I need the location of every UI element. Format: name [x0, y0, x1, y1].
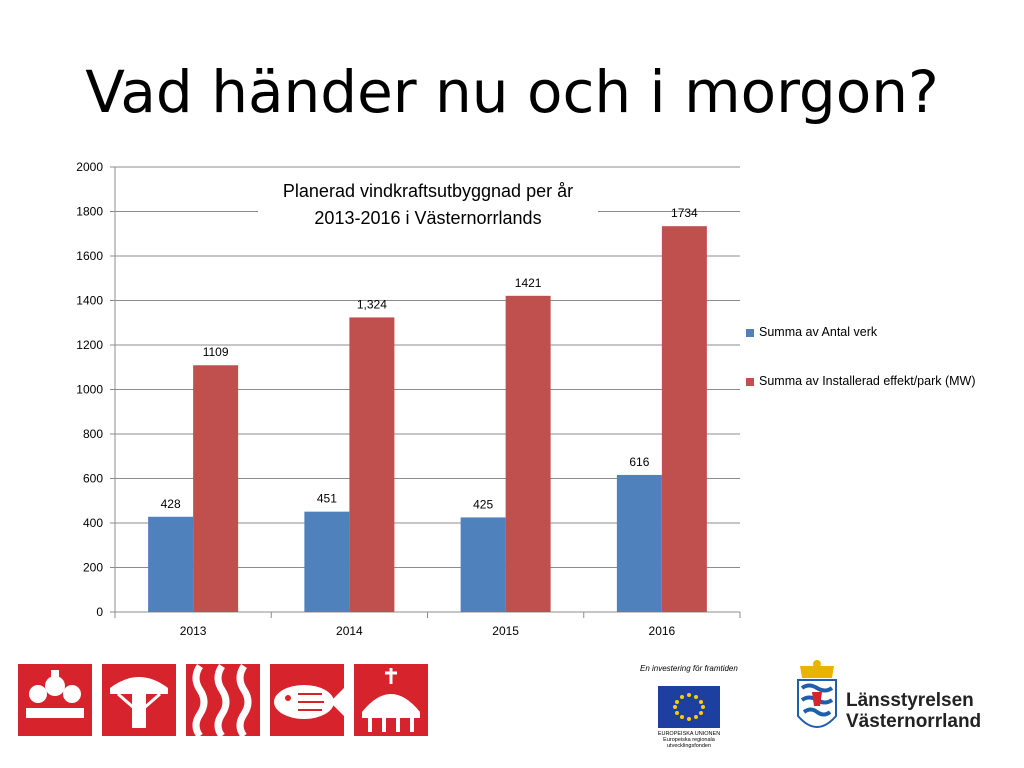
legend-swatch-blue [746, 329, 754, 337]
data-label: 1109 [203, 345, 229, 359]
data-label: 1734 [671, 206, 698, 220]
coat-of-arms-icon [797, 660, 837, 728]
data-label: 616 [629, 455, 649, 469]
data-label: 428 [161, 497, 181, 511]
y-tick-label: 200 [83, 561, 103, 575]
chart-title: Planerad vindkraftsutbyggnad per år 2013… [258, 178, 598, 236]
data-label: 425 [473, 497, 493, 511]
eu-tagline: En investering för framtiden [640, 664, 738, 673]
eu-stars-icon [673, 693, 705, 721]
y-tick-label: 1600 [76, 249, 103, 263]
legend-label: Summa av Antal verk [759, 325, 878, 339]
x-tick-label: 2013 [180, 624, 207, 638]
chart-legend: Summa av Antal verk Summa av Installerad… [746, 325, 976, 423]
eu-flag-icon [658, 686, 720, 728]
slide-title: Vad händer nu och i morgon? [85, 58, 939, 126]
bar-antal-verk [304, 511, 350, 612]
authority-name: Länsstyrelsen Västernorrland [846, 690, 981, 732]
bar-installerad-effekt [505, 295, 551, 612]
y-tick-label: 600 [83, 472, 103, 486]
authority-line-2: Västernorrland [846, 711, 982, 732]
bar-installerad-effekt [661, 226, 707, 612]
y-tick-label: 0 [96, 605, 103, 619]
x-tick-label: 2014 [336, 624, 363, 638]
legend-item-installerad-effekt: Summa av Installerad effekt/park (MW) [746, 374, 976, 388]
y-tick-label: 1400 [76, 294, 103, 308]
county-emblems-logo [18, 664, 428, 739]
crown-emblem-icon [18, 664, 92, 736]
fish-emblem-icon [270, 664, 344, 736]
eu-caption: EUROPEISKA UNIONEN Europeiska regionala … [657, 731, 721, 749]
x-tick-label: 2015 [492, 624, 519, 638]
dome-emblem-icon [354, 664, 428, 736]
data-label: 1421 [515, 276, 542, 290]
footer-logos [0, 660, 1024, 760]
legend-label: Summa av Installerad effekt/park (MW) [759, 374, 976, 388]
waves-emblem-icon [186, 664, 260, 739]
legend-item-antal-verk: Summa av Antal verk [746, 325, 976, 339]
legend-swatch-red [746, 378, 754, 386]
bar-installerad-effekt [193, 365, 239, 612]
bar-antal-verk [616, 474, 662, 612]
bar-chart: 0 200 400 600 800 1000 1200 1400 1600 1800 2000 201… [76, 160, 741, 638]
tree-emblem-icon [102, 664, 176, 736]
y-tick-label: 400 [83, 516, 103, 530]
y-tick-label: 800 [83, 427, 103, 441]
data-label: 451 [317, 492, 337, 506]
x-tick-label: 2016 [649, 624, 676, 638]
y-tick-label: 1000 [76, 383, 103, 397]
y-tick-label: 1200 [76, 338, 103, 352]
bar-installerad-effekt [349, 317, 395, 612]
authority-line-1: Länsstyrelsen [846, 690, 974, 711]
y-tick-label: 2000 [76, 160, 103, 174]
y-tick-label: 1800 [76, 205, 103, 219]
bar-antal-verk [148, 516, 194, 612]
data-label: 1,324 [357, 297, 387, 311]
bar-antal-verk [460, 517, 506, 612]
